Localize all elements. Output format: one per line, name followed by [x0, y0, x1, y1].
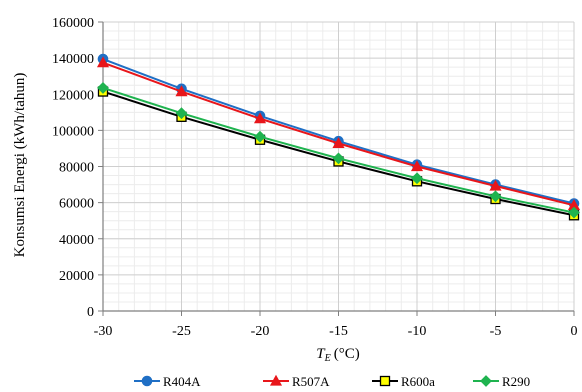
legend-item-r404a: R404A	[134, 374, 201, 389]
y-tick-label: 120000	[52, 88, 94, 103]
y-tick-label: 60000	[59, 197, 94, 212]
legend-label-r404a: R404A	[163, 374, 201, 389]
data-point-r290	[254, 130, 266, 143]
y-tick-label: 100000	[52, 124, 94, 139]
legend-marker-r404a	[141, 375, 153, 387]
y-axis-title: Konsumsi Energi (kWh/tahun)	[12, 73, 28, 258]
x-tick-label: -30	[94, 324, 113, 339]
data-point-r290	[568, 206, 580, 219]
data-point-r290	[97, 82, 109, 94]
data-point-r507a	[332, 137, 345, 149]
y-tick-label: 0	[87, 305, 94, 320]
data-point-r507a	[489, 179, 502, 191]
series-r507a	[96, 56, 581, 210]
y-tick-label: 80000	[59, 161, 94, 176]
legend-marker-r290	[480, 375, 492, 387]
x-axis-title: TE (°C)	[316, 346, 359, 364]
x-tick-label: -25	[172, 324, 191, 339]
data-point-r290	[411, 172, 423, 185]
data-point-r290	[175, 107, 188, 120]
legend-label-r290: R290	[502, 374, 530, 389]
x-axis-unit: (°C)	[334, 346, 360, 362]
data-point-r507a	[253, 112, 267, 124]
legend-label-r507a: R507A	[292, 374, 330, 389]
legend-item-r600a: R600a	[372, 374, 435, 389]
legend-item-r290: R290	[473, 374, 530, 389]
axes	[98, 21, 575, 316]
y-tick-label: 20000	[59, 269, 94, 284]
legend-label-r600a: R600a	[401, 374, 435, 389]
series-r290	[97, 82, 580, 219]
x-tick-label: -20	[251, 324, 270, 339]
data-point-r290	[489, 190, 502, 203]
legend: R404A R507A R600a R290	[134, 374, 530, 389]
data-point-r507a	[410, 160, 424, 172]
y-tick-label: 40000	[59, 233, 94, 248]
y-tick-label: 140000	[52, 52, 94, 67]
x-tick-label: -10	[408, 324, 427, 339]
data-point-r507a	[175, 85, 188, 97]
x-tick-label: -5	[490, 324, 502, 339]
legend-marker-r507a	[269, 374, 283, 386]
x-tick-label: -15	[329, 324, 348, 339]
x-axis-subscript: E	[324, 353, 331, 364]
x-tick-labels: -30 -25 -20 -15 -10 -5 0	[94, 324, 578, 339]
series-layer	[96, 53, 581, 221]
x-tick-label: 0	[571, 324, 578, 339]
y-tick-label: 160000	[52, 16, 94, 31]
legend-marker-r600a	[379, 375, 391, 387]
legend-item-r507a: R507A	[263, 374, 330, 389]
data-point-r290	[332, 152, 345, 165]
x-axis-symbol: T	[316, 346, 326, 362]
y-tick-labels: 0 20000 40000 60000 80000 100000 120000 140000 1…	[52, 16, 94, 320]
data-point-r507a	[96, 56, 110, 68]
